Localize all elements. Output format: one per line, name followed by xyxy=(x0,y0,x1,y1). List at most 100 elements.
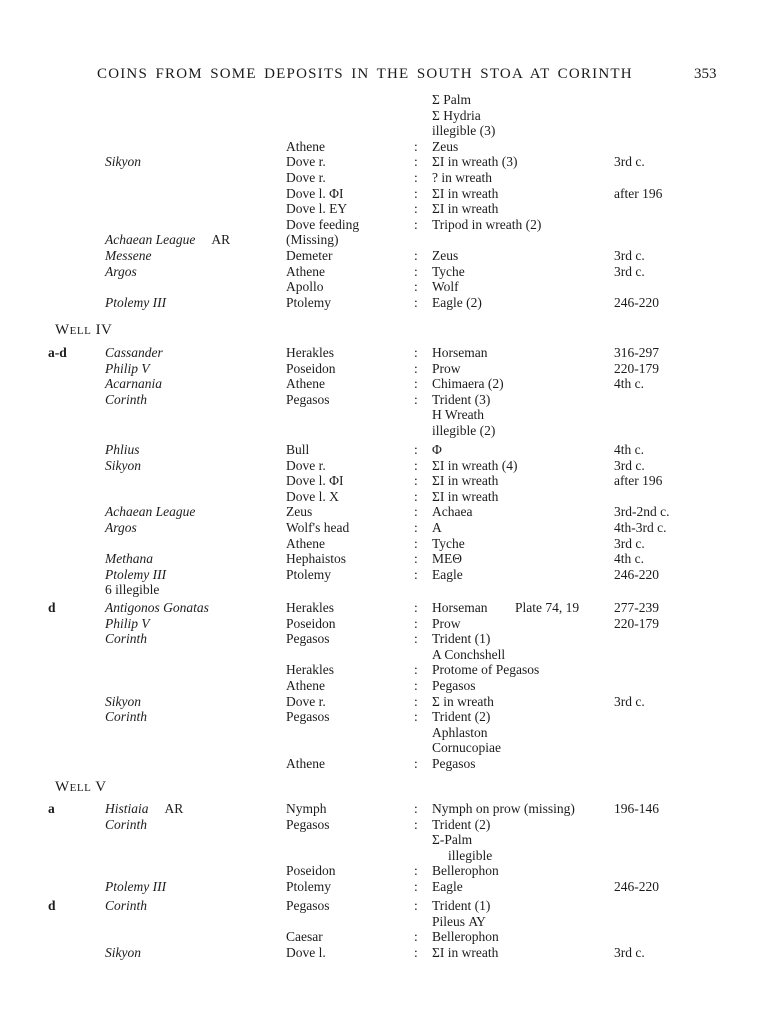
table-row: a Histiaia AR Nymph: Nymph on prow (missing)… xyxy=(0,801,780,817)
reverse-type: Aphlaston xyxy=(432,724,488,740)
colon-separator: : xyxy=(414,216,418,232)
colon-separator: : xyxy=(414,929,418,945)
colon-separator: : xyxy=(414,551,418,567)
colon-separator: : xyxy=(414,391,418,407)
date-value: 246-220 xyxy=(614,294,659,310)
table-row: Dove r.: ? in wreath xyxy=(0,170,780,186)
reverse-type: Eagle xyxy=(432,879,463,894)
mint-name: Argos xyxy=(105,520,137,535)
colon-separator: : xyxy=(414,662,418,678)
date-value: 246-220 xyxy=(614,566,659,582)
reverse-type: Φ xyxy=(432,442,442,457)
table-row: illegible (2) xyxy=(0,423,780,439)
colon-separator: : xyxy=(414,863,418,879)
obverse-type: Dove r. xyxy=(286,457,326,473)
reverse-type: Σ Hydria xyxy=(432,107,481,123)
colon-separator: : xyxy=(414,376,418,392)
obverse-type: Athene xyxy=(286,138,325,154)
colon-separator: : xyxy=(414,488,418,504)
reverse-type: ΜΕΘ xyxy=(432,551,462,567)
table-row: Athene: Zeus xyxy=(0,139,780,155)
table-row: Athene: Tyche 3rd c. xyxy=(0,536,780,552)
deposit-letter: a-d xyxy=(48,345,67,360)
colon-separator: : xyxy=(414,457,418,473)
obverse-type: Herakles xyxy=(286,662,334,678)
table-row: Philip V Poseidon: Prow 220-179 xyxy=(0,361,780,377)
colon-separator: : xyxy=(414,138,418,154)
mint-name: Sikyon xyxy=(105,693,141,709)
colon-separator: : xyxy=(414,535,418,551)
reverse-type: ΣΙ in wreath xyxy=(432,185,499,201)
mint-name: Philip V xyxy=(105,615,150,631)
obverse-type: Dove l. Χ xyxy=(286,488,339,504)
obverse-type: Poseidon xyxy=(286,863,336,879)
reverse-type: ΣΙ in wreath (3) xyxy=(432,154,518,170)
reverse-type: Zeus xyxy=(432,138,459,154)
table-row: illegible (3) xyxy=(0,123,780,139)
obverse-type: Demeter xyxy=(286,248,333,263)
obverse-type: Athene xyxy=(286,678,325,693)
table-row: A Conchshell xyxy=(0,647,780,663)
obverse-type: Ptolemy xyxy=(286,294,332,310)
mint-name: Sikyon xyxy=(105,945,141,960)
reverse-type: Nymph on prow (missing) xyxy=(432,801,575,816)
colon-separator: : xyxy=(414,442,418,457)
table-row: Cornucopiae xyxy=(0,740,780,756)
reverse-type: Prow xyxy=(432,615,461,631)
reverse-type: A xyxy=(432,520,442,535)
reverse-type: Eagle xyxy=(432,566,463,582)
mint-name: Corinth xyxy=(105,391,148,407)
colon-separator: : xyxy=(414,631,418,647)
date-value: 4th c. xyxy=(614,376,644,392)
table-row: Sikyon Dove r.: ΣΙ in wreath (3) 3rd c. xyxy=(0,154,780,170)
colon-separator: : xyxy=(414,756,418,771)
obverse-type: Nymph xyxy=(286,801,327,816)
mint-name: Sikyon xyxy=(105,154,141,170)
date-value: 220-179 xyxy=(614,360,659,376)
reverse-type: Chimaera (2) xyxy=(432,376,504,392)
obverse-type: Caesar xyxy=(286,929,323,945)
table-row: Σ-Palm xyxy=(0,832,780,848)
reverse-type: Achaea xyxy=(432,504,473,520)
table-row: Philip V Poseidon: Prow 220-179 xyxy=(0,616,780,632)
colon-separator: : xyxy=(414,360,418,376)
date-value: after 196 xyxy=(614,473,663,489)
table-row: Sikyon Dove r.: ΣΙ in wreath (4) 3rd c. xyxy=(0,458,780,474)
reverse-type: Tripod in wreath (2) xyxy=(432,216,542,232)
obverse-type: Pegasos xyxy=(286,898,330,913)
colon-separator: : xyxy=(414,693,418,709)
reverse-type: Σ in wreath xyxy=(432,693,494,709)
colon-separator: : xyxy=(414,709,418,725)
mint-name: Acarnania xyxy=(105,376,162,392)
reverse-type: Tyche xyxy=(432,535,465,551)
table-row: Phlius Bull: Φ 4th c. xyxy=(0,442,780,458)
reverse-type: Trident (3) xyxy=(432,391,491,407)
obverse-type: Zeus xyxy=(286,504,313,520)
mint-name: Achaean League xyxy=(105,504,196,520)
table-row: Sikyon Dove l.: ΣΙ in wreath 3rd c. xyxy=(0,945,780,961)
table-row: illegible xyxy=(0,848,780,864)
colon-separator: : xyxy=(414,898,418,913)
reverse-type: Horseman xyxy=(432,600,488,615)
obverse-type: Dove l. ΦΙ xyxy=(286,185,344,201)
obverse-type: Dove feeding xyxy=(286,216,360,232)
mint-name: Phlius xyxy=(105,442,140,457)
reverse-type: A Conchshell xyxy=(432,646,506,662)
colon-separator: : xyxy=(414,170,418,185)
page-number: 353 xyxy=(694,66,717,82)
table-row: Herakles: Protome of Pegasos xyxy=(0,662,780,678)
table-row: d Corinth Pegasos: Trident (1) xyxy=(0,898,780,914)
reverse-type: Pileus ΑΥ xyxy=(432,913,486,929)
page-header: COINS FROM SOME DEPOSITS IN THE SOUTH ST… xyxy=(0,66,780,84)
colon-separator: : xyxy=(414,345,418,360)
mint-name: Histiaia AR xyxy=(105,801,184,816)
colon-separator: : xyxy=(414,879,418,894)
reverse-type: Trident (1) xyxy=(432,631,491,647)
reverse-type: Trident (2) xyxy=(432,709,491,725)
reverse-type: H Wreath xyxy=(432,407,485,423)
plate-reference: Plate 74, 19 xyxy=(515,600,580,615)
reverse-type: ΣΙ in wreath xyxy=(432,473,499,489)
table-row: Athene: Pegasos xyxy=(0,756,780,772)
obverse-type: Pegasos xyxy=(286,631,330,647)
